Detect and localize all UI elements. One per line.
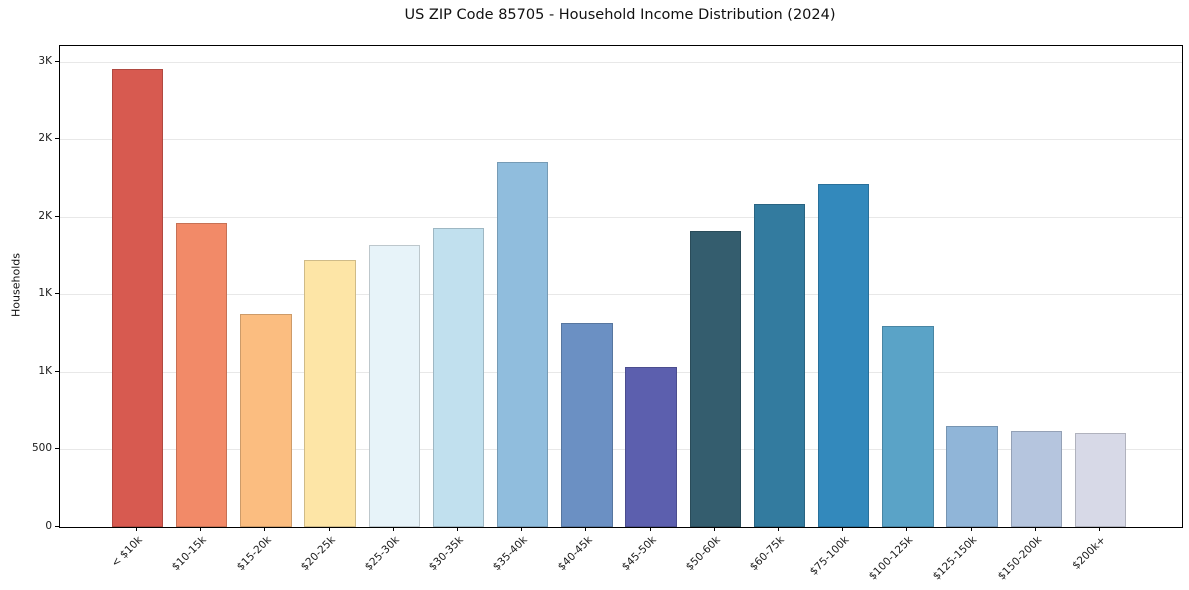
x-tick-mark — [778, 527, 779, 531]
x-tick-mark — [457, 527, 458, 531]
bar-30-35k — [432, 227, 485, 527]
y-tick-mark — [55, 60, 59, 62]
plot-area — [59, 45, 1183, 528]
bar-200k — [1074, 433, 1127, 527]
y-tick-label: 2K — [38, 209, 52, 222]
x-tick-mark — [1034, 527, 1036, 531]
x-tick-mark — [392, 527, 394, 531]
x-tick-mark — [906, 527, 908, 531]
y-tick-label: 2K — [38, 132, 52, 145]
x-tick-label: $75-100k — [807, 534, 852, 578]
y-tick-mark — [55, 215, 59, 217]
x-tick-mark — [328, 527, 330, 531]
bar-60-75k — [753, 204, 806, 527]
y-tick-mark — [55, 526, 59, 527]
y-tick-label: 500 — [31, 442, 52, 455]
x-tick-label: $125-150k — [931, 534, 980, 583]
gridline — [60, 294, 1182, 296]
x-tick-label: $10-15k — [170, 534, 210, 574]
y-tick-label: 1K — [38, 364, 52, 377]
y-tick-mark — [55, 138, 59, 140]
gridline — [60, 371, 1182, 373]
bar-45-50k — [625, 367, 677, 527]
x-tick-label: $40-45k — [555, 534, 595, 574]
x-tick-label: $35-40k — [491, 534, 531, 574]
bar-150-200k — [1010, 430, 1063, 527]
y-tick-mark — [55, 448, 59, 450]
x-tick-mark — [970, 527, 972, 531]
x-tick-label: $200k+ — [1070, 534, 1108, 572]
x-tick-label: < $10k — [109, 534, 145, 570]
x-tick-label: $30-35k — [426, 534, 466, 574]
x-tick-mark — [842, 527, 844, 531]
y-tick-label: 3K — [38, 54, 52, 67]
x-tick-label: $20-25k — [298, 534, 338, 574]
bar-25-30k — [368, 245, 421, 527]
y-tick-label: 0 — [45, 520, 52, 532]
chart-title: US ZIP Code 85705 - Household Income Dis… — [404, 7, 836, 23]
bar-20-25k — [304, 260, 356, 527]
bar-10-15k — [175, 222, 228, 527]
x-tick-mark — [585, 527, 587, 531]
x-tick-mark — [521, 527, 523, 531]
gridline — [60, 449, 1182, 451]
x-tick-label: $60-75k — [747, 534, 787, 574]
gridline — [60, 61, 1182, 63]
bar-125-150k — [946, 426, 998, 527]
x-tick-mark — [136, 527, 137, 531]
bar-10k — [111, 69, 164, 527]
x-tick-label: $15-20k — [234, 534, 274, 574]
x-tick-mark — [200, 527, 202, 531]
x-tick-mark — [1099, 527, 1100, 531]
x-tick-label: $25-30k — [362, 534, 402, 574]
y-tick-mark — [55, 293, 59, 295]
x-tick-label: $50-60k — [683, 534, 723, 574]
bar-35-40k — [496, 162, 549, 527]
bar-15-20k — [240, 314, 292, 527]
x-tick-mark — [264, 527, 266, 531]
x-tick-label: $100-125k — [866, 534, 916, 583]
x-tick-label: $45-50k — [619, 534, 659, 574]
bar-75-100k — [817, 184, 870, 527]
gridline — [60, 216, 1182, 218]
y-axis-label: Households — [9, 253, 23, 317]
gridline — [60, 139, 1182, 141]
y-tick-mark — [55, 370, 59, 372]
bar-50-60k — [689, 230, 742, 527]
x-tick-mark — [713, 527, 715, 531]
x-tick-label: $150-200k — [995, 534, 1044, 583]
x-tick-mark — [649, 527, 651, 531]
bar-100-125k — [882, 326, 934, 527]
bar-40-45k — [561, 322, 613, 527]
y-tick-label: 1K — [38, 287, 52, 300]
